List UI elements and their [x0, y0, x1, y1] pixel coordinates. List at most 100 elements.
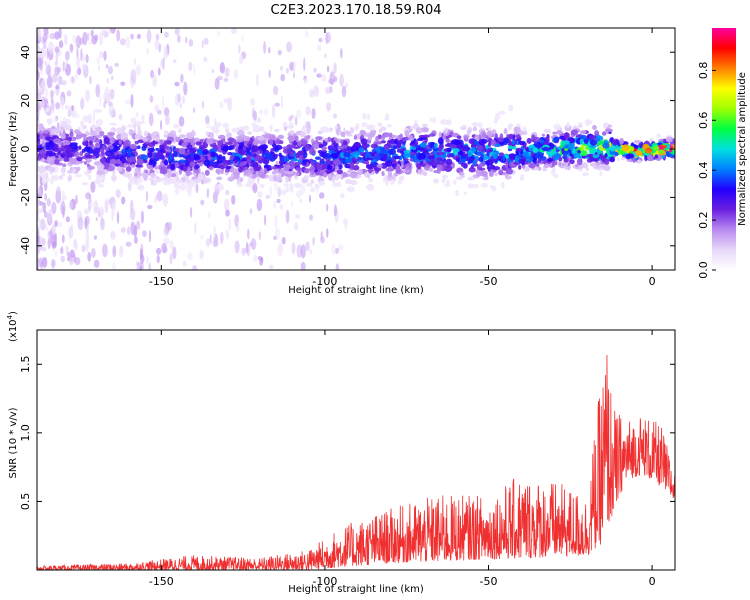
spectrogram-band-blob	[301, 126, 308, 133]
spectrogram-band-blob	[147, 151, 153, 158]
spectrogram-band-blob	[412, 146, 417, 151]
spectrogram-band-blob	[463, 191, 468, 195]
spectrogram-band-blob	[654, 154, 659, 159]
spectrogram-band-blob	[325, 153, 332, 159]
spectrogram-band-blob	[173, 123, 180, 129]
spectrogram-band-blob	[341, 171, 348, 178]
spectrogram-noise-blob	[48, 41, 55, 54]
spectrogram-noise-blob	[112, 201, 116, 216]
spectrogram-band-blob	[315, 162, 321, 169]
spectrogram-band-blob	[612, 139, 617, 146]
spectrogram-band-blob	[55, 155, 59, 159]
spectrogram-noise-blob	[155, 33, 160, 41]
spectrogram-band-blob	[166, 148, 172, 153]
spectrogram-band-blob	[315, 136, 323, 141]
spectrogram-noise-blob	[325, 86, 332, 95]
spectrogram-band-blob	[69, 131, 74, 138]
spectrogram-band-blob	[327, 136, 332, 142]
spectrogram-band-blob	[561, 147, 565, 155]
colorbar: 0.0 0.2 0.4 0.6 0.8 Normalized spectral ampl…	[697, 28, 748, 279]
spectrogram-band-blob	[166, 176, 171, 184]
spectrogram-noise-blob	[340, 48, 343, 59]
spectrogram-noise-blob	[59, 175, 63, 180]
spectrogram-band-blob	[147, 147, 155, 153]
spectrogram-band-blob	[211, 125, 220, 130]
spectrogram-band-blob	[353, 134, 357, 140]
spectrogram-band-blob	[507, 145, 513, 150]
spectrogram-band-blob	[93, 147, 101, 154]
spectrogram-band-blob	[225, 128, 230, 134]
spectrogram-band-blob	[95, 119, 104, 126]
spectrogram-band-blob	[390, 138, 395, 144]
spectrogram-noise-blob	[199, 249, 204, 260]
spectrogram-band-blob	[178, 147, 186, 155]
spectrogram-band-blob	[541, 133, 546, 137]
spectrogram-band-blob	[556, 130, 563, 135]
spectrogram-band-blob	[84, 171, 88, 176]
spectrogram-noise-blob	[276, 198, 281, 204]
spectrogram-band-blob	[543, 128, 552, 134]
spectrogram-band-blob	[352, 165, 360, 171]
spectrogram-band-blob	[515, 147, 522, 152]
spectrogram-band-blob	[476, 144, 484, 152]
spectrogram-band-blob	[403, 152, 411, 159]
spectrogram-noise-blob	[87, 251, 92, 262]
snr-y-tick-label: 1.0	[19, 424, 32, 442]
spectrogram-band-blob	[176, 179, 183, 183]
spectrogram-band-blob	[309, 165, 316, 172]
spectrogram-band-blob	[649, 138, 654, 142]
spectrogram-band-blob	[167, 168, 172, 176]
spectrogram-noise-blob	[87, 40, 93, 45]
spectrogram-band-blob	[224, 165, 232, 170]
spectrogram-band-blob	[393, 155, 401, 160]
spectrogram-noise-blob	[51, 259, 56, 268]
spectrogram-band-blob	[194, 156, 201, 160]
spectrogram-band-blob	[178, 181, 187, 185]
spectrogram-noise-blob	[325, 32, 328, 45]
spectrogram-noise-blob	[174, 81, 180, 87]
spectrogram-noise-blob	[120, 38, 126, 46]
spectrogram-band-blob	[620, 156, 626, 161]
spectrogram-band-blob	[246, 146, 250, 154]
spectrogram-noise-blob	[75, 35, 82, 49]
spectrogram-band-blob	[522, 151, 529, 158]
spectrogram-band-blob	[584, 119, 593, 125]
spectrogram-band-blob	[37, 156, 42, 161]
spectrogram-band-blob	[311, 170, 315, 176]
snr-y-tick-label: 0.5	[19, 493, 32, 511]
spectrogram-band-blob	[67, 136, 72, 142]
spectrogram-band-blob	[589, 162, 598, 167]
spectrogram-band-blob	[121, 156, 127, 163]
spectrogram-noise-blob	[231, 195, 236, 205]
spectrogram-band-blob	[389, 179, 395, 185]
spectrogram-band-blob	[178, 134, 186, 139]
spectrogram-band-blob	[100, 148, 105, 155]
spectrogram-band-blob	[257, 191, 263, 198]
spectrogram-band-blob	[86, 116, 90, 120]
spectrogram-band-blob	[438, 131, 442, 138]
spectrogram-noise-blob	[334, 247, 339, 254]
colorbar-ticks: 0.0 0.2 0.4 0.6 0.8	[697, 62, 716, 279]
spectrogram-band-blob	[416, 163, 422, 170]
spectrogram-band-blob	[385, 167, 394, 172]
spectrogram-band-blob	[360, 138, 368, 145]
spectrogram-band-blob	[467, 159, 472, 164]
spectrogram-band-blob	[359, 129, 366, 136]
spectrogram-noise-blob	[54, 250, 58, 257]
spectrogram-band-blob	[404, 130, 410, 137]
spectrogram-band-blob	[37, 165, 40, 172]
spectrogram-noise-blob	[318, 37, 323, 43]
snr-x-tick-label: -150	[149, 575, 174, 588]
spectrogram-noise-blob	[74, 257, 81, 266]
spectrogram-band-blob	[563, 161, 569, 168]
spectrogram-noise-blob	[323, 53, 327, 59]
spectrogram-noise-blob	[55, 186, 62, 200]
spectrogram-band-blob	[73, 129, 80, 134]
spectrogram-band-blob	[537, 158, 541, 163]
spectrogram-band-blob	[233, 140, 238, 146]
spectrogram-band-blob	[53, 117, 58, 122]
spectrogram-band-blob	[50, 109, 55, 114]
spectrogram-band-blob	[471, 146, 476, 153]
spectrogram-band-blob	[332, 182, 340, 187]
spectrogram-band-blob	[599, 153, 603, 159]
